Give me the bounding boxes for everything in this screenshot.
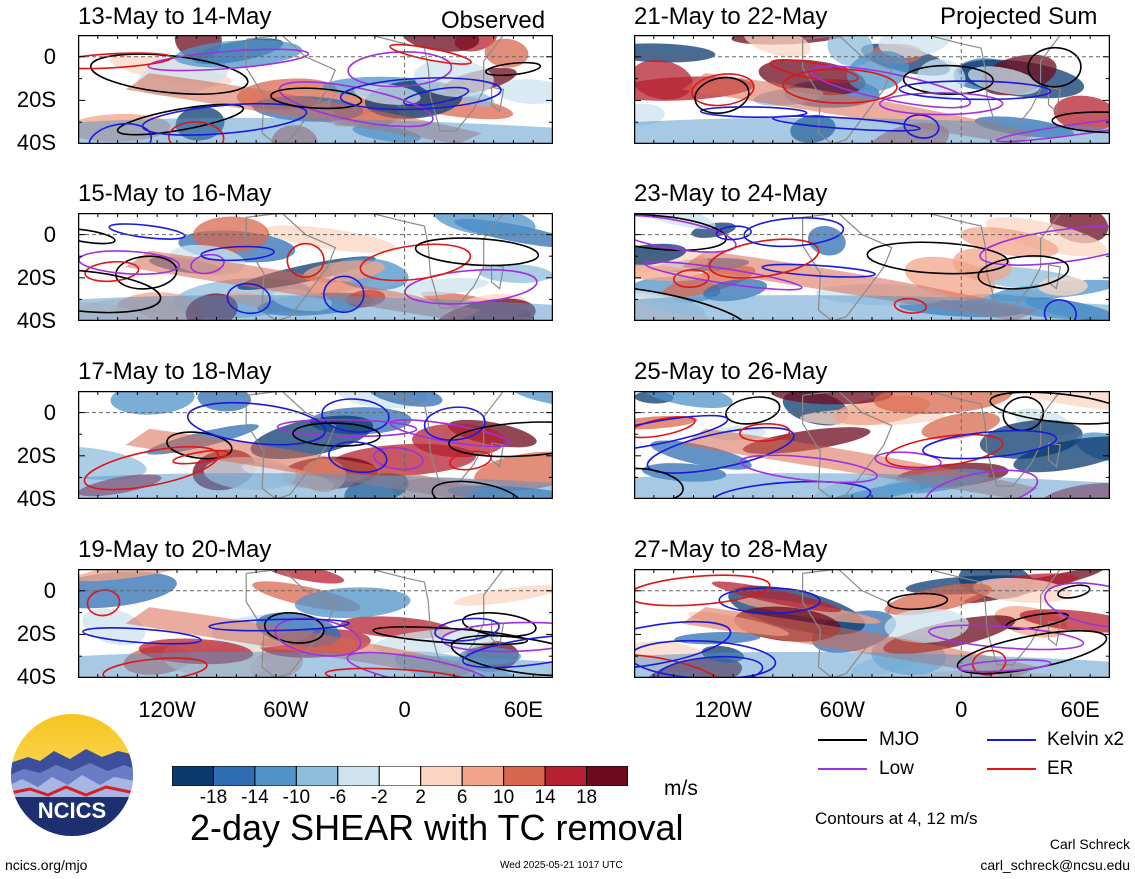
colorbar-tick: 14: [534, 787, 556, 808]
panel-title-3: 17-May to 18-May: [78, 358, 272, 385]
colorbar-tick: 6: [456, 787, 468, 808]
colorbar-swatch: [254, 766, 297, 786]
colorbar-tick: -18: [199, 787, 228, 808]
lat-label: 40S: [16, 308, 56, 333]
colorbar-swatch: [212, 766, 256, 786]
coastlines: [245, 391, 505, 499]
colorbar-swatch: [420, 766, 463, 786]
map-panel-25-26-may: [634, 391, 1110, 499]
map-panel-15-16-may: [78, 213, 553, 321]
panel-title-8: 27-May to 28-May: [634, 536, 828, 563]
colorbar-tick: 2: [415, 787, 426, 808]
observed-label: Observed: [441, 7, 546, 34]
panel-title-4: 19-May to 20-May: [78, 536, 272, 563]
legend-er: ER: [1047, 758, 1074, 779]
projected-sum-label: Projected Sum: [940, 3, 1098, 30]
map-panel-13-14-may: [78, 35, 553, 144]
colorbar-tick: 18: [575, 787, 598, 808]
contours: [78, 43, 542, 144]
colorbar-tick: -6: [329, 787, 347, 808]
contours: [634, 214, 1110, 321]
colorbar-swatch: [544, 766, 588, 786]
lat-label: 40S: [16, 664, 56, 689]
lat-label: 0: [43, 43, 56, 69]
lat-label: 20S: [16, 620, 56, 646]
timestamp: Wed 2025-05-21 1017 UTC: [500, 860, 623, 871]
site-link[interactable]: ncics.org/mjo: [5, 857, 88, 873]
map-panel-17-18-may: [78, 391, 553, 499]
colorbar-tick: 10: [493, 787, 515, 808]
lon-label: 0: [398, 697, 411, 722]
colorbar-swatch: [172, 766, 214, 786]
author-email[interactable]: carl_schreck@ncsu.edu: [980, 857, 1130, 873]
contours: [634, 391, 1110, 499]
lat-label: 0: [43, 221, 56, 247]
lon-label: 120W: [138, 697, 196, 722]
contour-legend: MJO Kelvin x2 Low ER: [815, 730, 1135, 790]
colorbar: [172, 766, 628, 786]
colorbar-tick: -2: [370, 787, 388, 808]
lat-label: 20S: [16, 264, 56, 290]
contours: [82, 589, 553, 678]
panel-title-7: 25-May to 26-May: [634, 358, 828, 385]
coastlines: [802, 213, 1062, 321]
lat-label: 20S: [16, 442, 56, 468]
colorbar-swatch: [378, 766, 422, 786]
panel-title-5: 21-May to 22-May: [634, 3, 828, 30]
author: Carl Schreck: [1049, 836, 1130, 852]
panel-title-6: 23-May to 24-May: [634, 180, 828, 207]
logo-text: NCICS: [38, 798, 106, 823]
legend-mjo: MJO: [879, 729, 920, 750]
lat-label: 40S: [16, 130, 56, 155]
colorbar-tick: -10: [282, 787, 311, 808]
contours: [83, 398, 553, 499]
lon-label: 60W: [819, 697, 865, 722]
colorbar-swatch: [586, 766, 628, 786]
lat-label: 20S: [16, 86, 56, 112]
panel-title-2: 15-May to 16-May: [78, 180, 272, 207]
panel-title-1: 13-May to 14-May: [78, 3, 272, 30]
lon-label: 60W: [263, 697, 309, 722]
lon-label: 60E: [503, 697, 543, 722]
colorbar-swatch: [295, 766, 339, 786]
contours: [691, 46, 1110, 143]
lat-label: 0: [43, 577, 56, 603]
map-panel-27-28-may: [634, 569, 1110, 678]
lat-label: 40S: [16, 486, 56, 511]
map-panel-21-22-may: [634, 35, 1110, 144]
coastlines: [802, 35, 1062, 144]
coastlines: [245, 35, 505, 144]
colorbar-tick: -14: [241, 787, 269, 808]
contours: [634, 574, 1110, 678]
lon-label: 0: [955, 697, 968, 722]
colorbar-unit: m/s: [664, 777, 698, 800]
ncics-logo: NCICS: [11, 714, 133, 836]
colorbar-swatch: [337, 766, 380, 786]
map-panel-23-24-may: [634, 213, 1110, 321]
lon-label: 120W: [694, 697, 752, 722]
main-title: 2-day SHEAR with TC removal: [190, 807, 684, 848]
contours-note: Contours at 4, 12 m/s: [815, 809, 978, 828]
map-panel-19-20-may: [78, 569, 553, 678]
lat-label: 0: [43, 399, 56, 425]
legend-low: Low: [879, 758, 914, 779]
colorbar-swatch: [461, 766, 505, 786]
lon-label: 60E: [1060, 697, 1100, 722]
coastlines: [245, 213, 505, 321]
colorbar-swatch: [503, 766, 546, 786]
legend-kelvin: Kelvin x2: [1047, 729, 1125, 750]
